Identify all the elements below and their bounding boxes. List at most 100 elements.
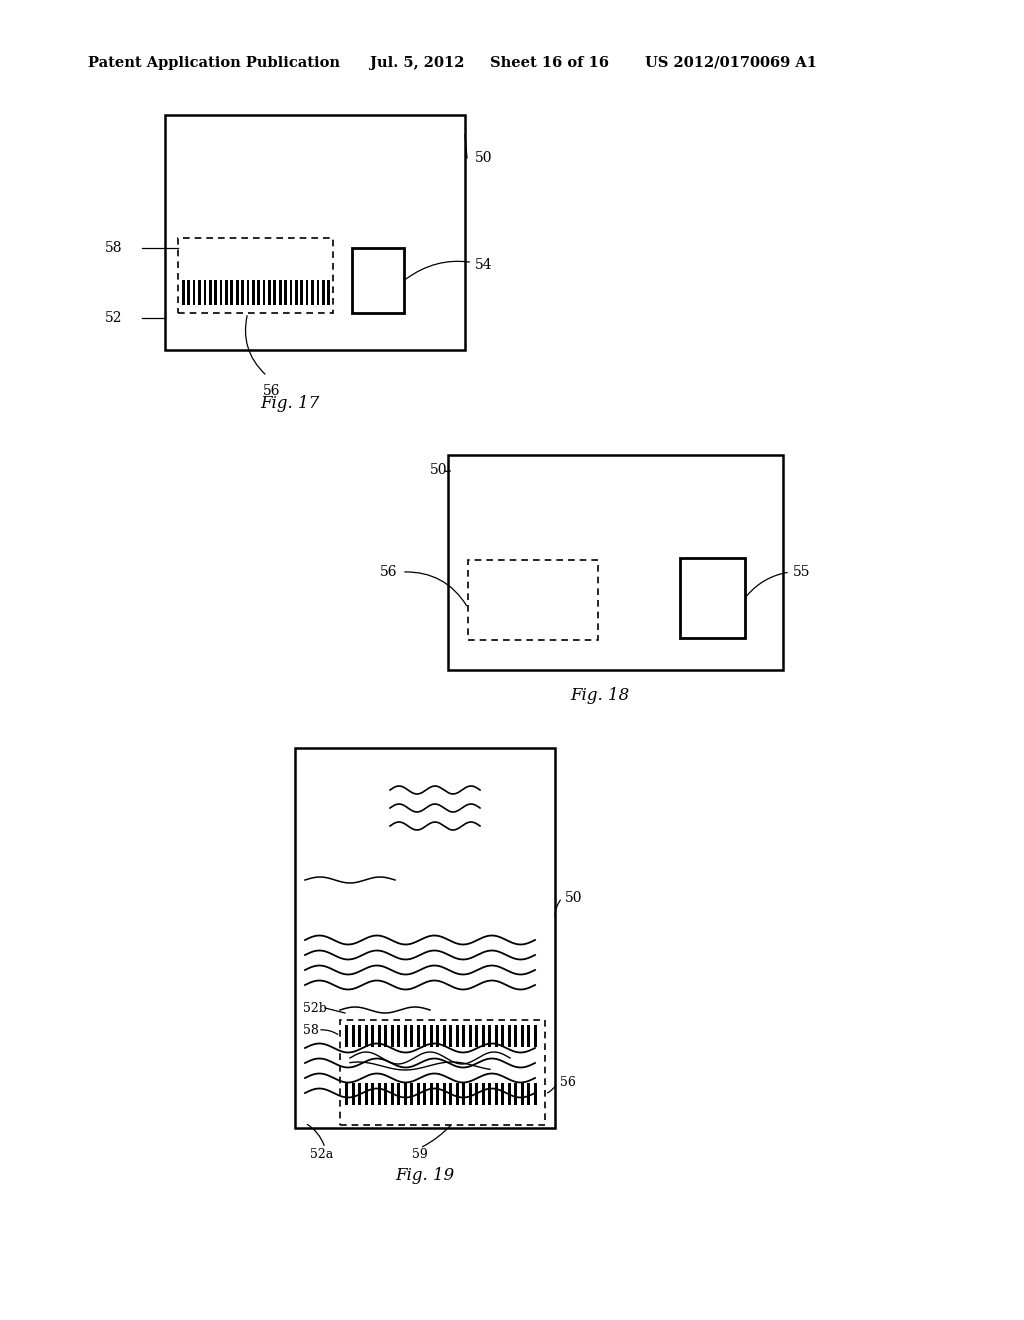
Bar [165, 115, 465, 350]
Bar [469, 1026, 472, 1047]
Bar [410, 1026, 414, 1047]
Text: 58: 58 [104, 242, 122, 255]
Bar [508, 1026, 511, 1047]
Bar [511, 1026, 514, 1047]
Bar [295, 748, 555, 1129]
Bar [534, 1026, 537, 1047]
Bar [298, 280, 300, 305]
Bar [423, 1082, 426, 1105]
Bar [319, 280, 322, 305]
Bar [400, 1026, 403, 1047]
Bar [282, 280, 285, 305]
Bar [306, 280, 308, 305]
Bar [504, 1082, 508, 1105]
Bar [453, 1082, 456, 1105]
Bar [227, 280, 230, 305]
Text: 52: 52 [104, 312, 122, 325]
Bar [233, 280, 236, 305]
Bar [445, 1082, 449, 1105]
Bar [276, 280, 279, 305]
Bar [439, 1082, 442, 1105]
Bar [236, 280, 239, 305]
Bar [394, 1026, 397, 1047]
Bar [190, 280, 193, 305]
Bar [199, 280, 201, 305]
Bar [530, 1026, 534, 1047]
Bar [260, 280, 263, 305]
Bar [358, 1026, 361, 1047]
Bar [453, 1026, 456, 1047]
Bar [206, 280, 209, 305]
Text: 56: 56 [380, 565, 397, 579]
Bar [268, 280, 270, 305]
Text: 50: 50 [430, 463, 447, 477]
Bar [420, 1026, 423, 1047]
Bar [426, 1026, 429, 1047]
Bar [252, 280, 255, 305]
Bar [414, 1082, 417, 1105]
Bar [511, 1082, 514, 1105]
FancyArrowPatch shape [321, 1030, 338, 1035]
Bar [442, 1082, 445, 1105]
Bar [187, 280, 190, 305]
Bar [239, 280, 242, 305]
Bar [517, 1082, 520, 1105]
Bar [433, 1082, 436, 1105]
Bar [257, 280, 260, 305]
Bar [442, 1026, 445, 1047]
Bar [459, 1026, 462, 1047]
Text: Fig. 18: Fig. 18 [570, 686, 630, 704]
Text: Patent Application Publication: Patent Application Publication [88, 55, 340, 70]
Bar [209, 280, 212, 305]
Bar [374, 1026, 378, 1047]
Bar [378, 1026, 381, 1047]
Bar [348, 1082, 351, 1105]
Bar [420, 1082, 423, 1105]
Bar [249, 280, 252, 305]
Bar [397, 1026, 400, 1047]
Bar [193, 280, 196, 305]
Bar [358, 1082, 361, 1105]
Bar [184, 280, 187, 305]
Bar [220, 280, 222, 305]
Bar [225, 280, 227, 305]
Bar [514, 1082, 517, 1105]
Bar [456, 1026, 459, 1047]
Bar [300, 280, 303, 305]
Bar [417, 1082, 420, 1105]
Bar [504, 1026, 508, 1047]
Bar [295, 280, 298, 305]
Bar [255, 280, 257, 305]
Bar [468, 560, 598, 640]
Text: 52a: 52a [310, 1148, 333, 1162]
Bar [328, 280, 330, 305]
Bar [456, 1082, 459, 1105]
Bar [325, 280, 328, 305]
Bar [520, 1082, 523, 1105]
Bar [381, 1026, 384, 1047]
Bar [352, 248, 404, 313]
Bar [495, 1026, 498, 1047]
Bar [244, 280, 247, 305]
Bar [351, 1082, 354, 1105]
Bar [462, 1026, 465, 1047]
Bar [426, 1082, 429, 1105]
Bar [374, 1082, 378, 1105]
Bar [475, 1082, 478, 1105]
Text: 56: 56 [560, 1077, 575, 1089]
Bar [492, 1082, 495, 1105]
Bar [436, 1026, 439, 1047]
Bar [387, 1026, 390, 1047]
Bar [345, 1026, 348, 1047]
Bar [204, 280, 206, 305]
Bar [488, 1026, 492, 1047]
FancyArrowPatch shape [246, 315, 265, 374]
Bar [290, 280, 292, 305]
Bar [449, 1082, 453, 1105]
Bar [371, 1026, 374, 1047]
Bar [527, 1026, 530, 1047]
Bar [514, 1026, 517, 1047]
Text: Fig. 17: Fig. 17 [260, 395, 319, 412]
Bar [201, 280, 204, 305]
Bar [354, 1082, 358, 1105]
